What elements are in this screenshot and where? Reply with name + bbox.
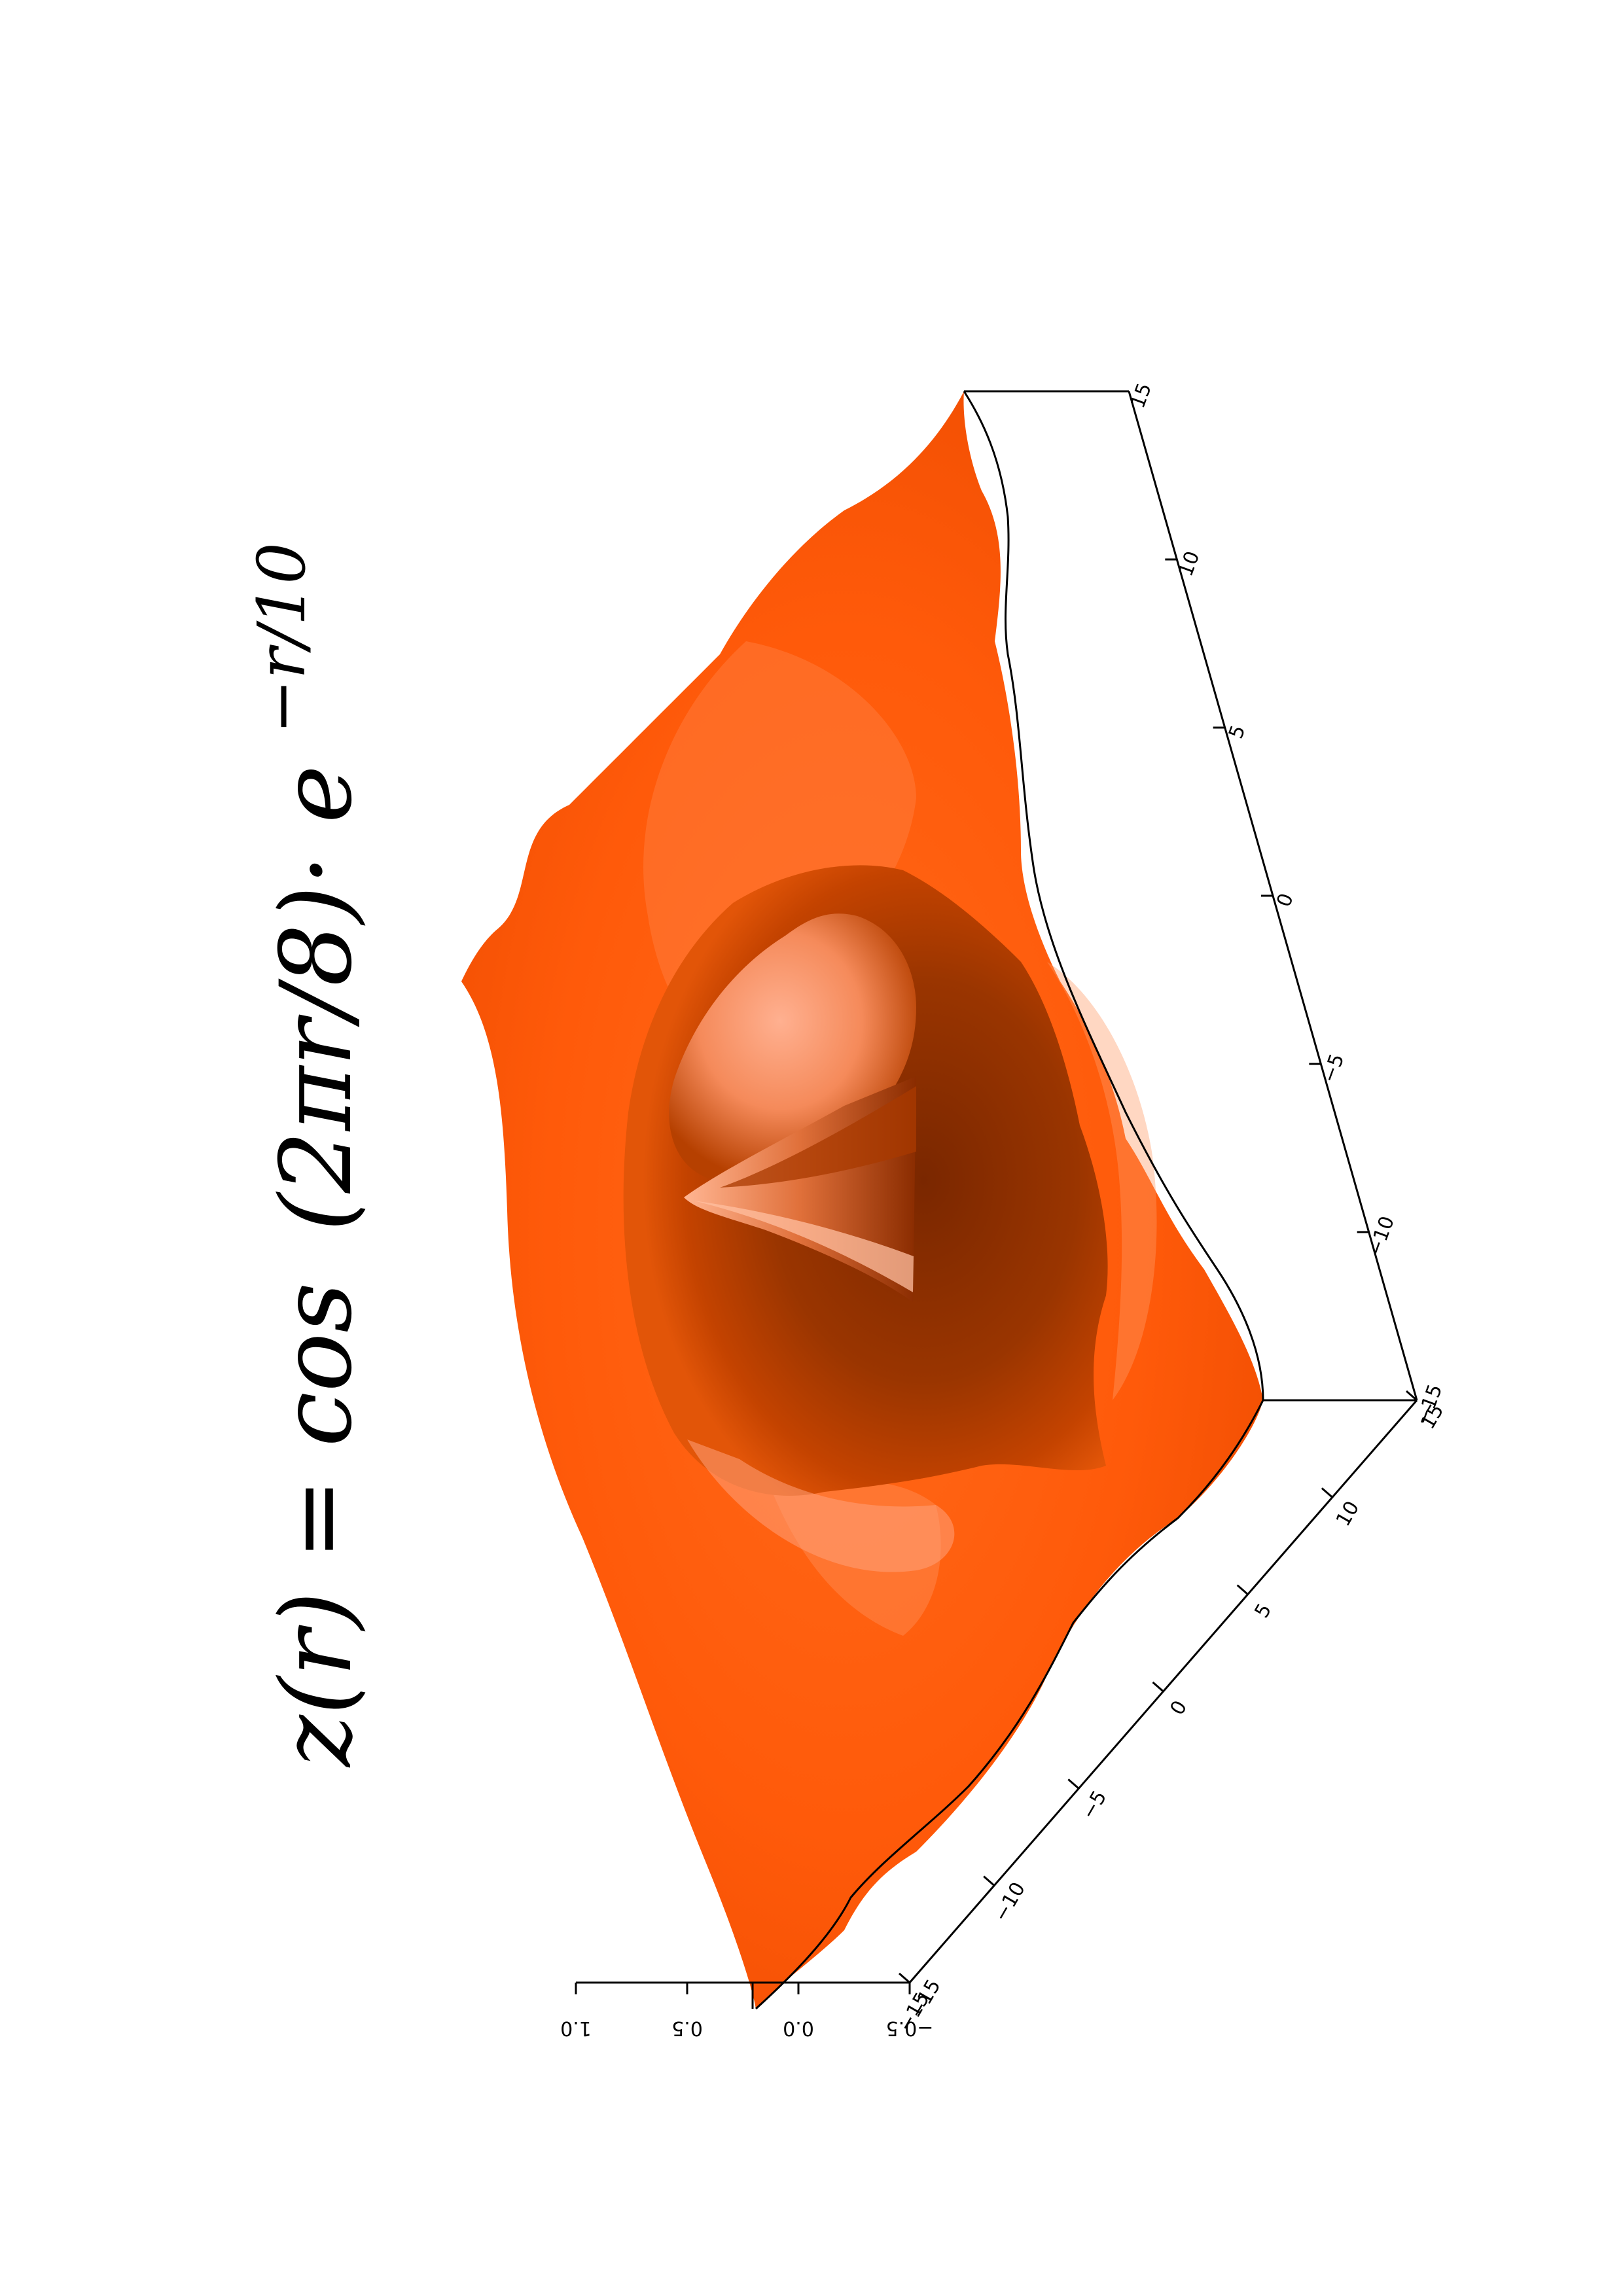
z-tick-label: 0.0 — [783, 2017, 814, 2040]
y-tick-label: 15 — [1126, 380, 1156, 412]
svg-text:z(r) = cos (2πr/8)·: z(r) = cos (2πr/8)· e −r/10 — [243, 542, 374, 1768]
title-lhs: z(r) = cos — [260, 1282, 374, 1768]
z-tick-label: −0.5 — [886, 2017, 934, 2040]
y-tick-label: −10 — [1363, 1213, 1399, 1260]
x-tick — [1152, 1681, 1164, 1693]
chart-title: z(r) = cos (2πr/8)· e −r/10 — [243, 542, 374, 1768]
x-tick — [1321, 1487, 1333, 1498]
title-arg: (2πr/8)· — [260, 855, 374, 1231]
x-tick — [1067, 1778, 1080, 1790]
x-tick — [899, 1972, 910, 1984]
y-tick-label: −5 — [1317, 1051, 1349, 1086]
z-axis: −0.5 0.0 0.5 1.0 — [560, 1983, 933, 2040]
x-tick — [1236, 1584, 1249, 1595]
x-tick-label: 5 — [1251, 1600, 1277, 1622]
y-tick-label: 10 — [1174, 548, 1204, 580]
x-tick-label: −5 — [1077, 1787, 1111, 1824]
title-base: e — [260, 765, 374, 823]
z-tick-label: 0.5 — [671, 2017, 703, 2040]
x-tick-label: −10 — [990, 1879, 1030, 1926]
title-exponent: −r/10 — [243, 542, 320, 734]
x-tick — [983, 1875, 995, 1886]
z-tick-label: 1.0 — [560, 2017, 592, 2040]
x-tick-label: 0 — [1166, 1697, 1192, 1719]
x-tick — [1406, 1390, 1418, 1402]
x-tick-label: 10 — [1332, 1497, 1364, 1530]
